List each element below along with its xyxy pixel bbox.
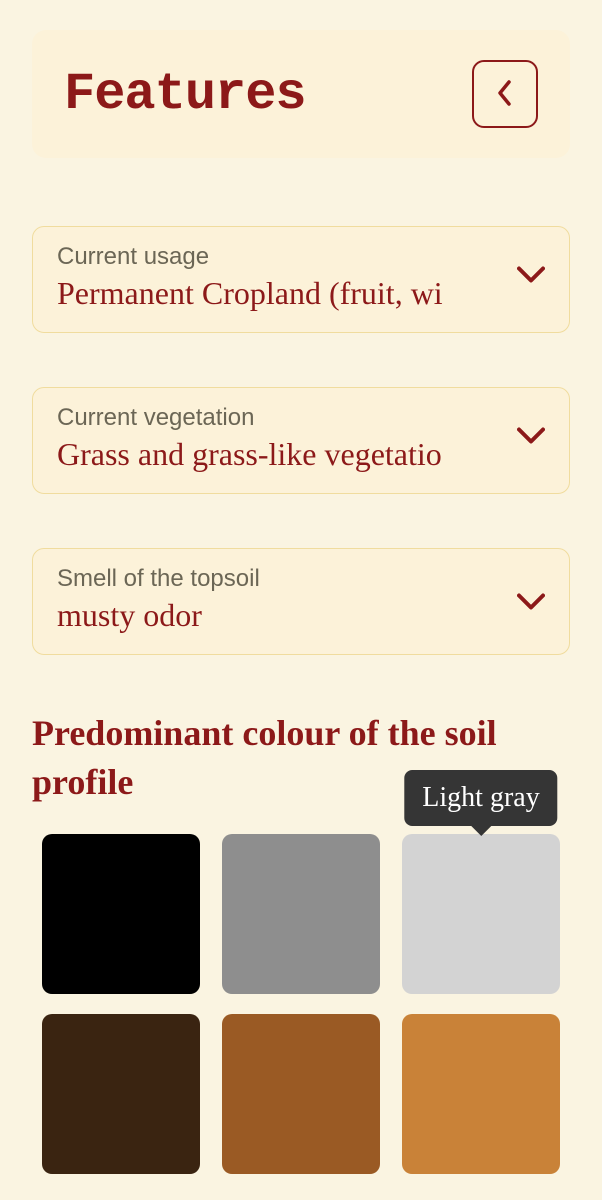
select-value: Grass and grass-like vegetatio xyxy=(57,436,477,473)
select-current-usage[interactable]: Current usage Permanent Cropland (fruit,… xyxy=(32,226,570,333)
swatch-wrap xyxy=(42,1014,200,1174)
swatch-wrap xyxy=(222,834,380,994)
color-swatch-brown[interactable] xyxy=(222,1014,380,1174)
page-title: Features xyxy=(64,65,306,124)
chevron-down-icon xyxy=(517,427,545,450)
color-swatch-gray[interactable] xyxy=(222,834,380,994)
color-swatch-black[interactable] xyxy=(42,834,200,994)
color-swatch-dark-brown[interactable] xyxy=(42,1014,200,1174)
swatch-wrap xyxy=(402,1014,560,1174)
chevron-left-icon xyxy=(497,80,513,109)
swatch-wrap: Light gray xyxy=(402,834,560,994)
select-label: Smell of the topsoil xyxy=(57,565,545,593)
color-swatch-grid: Light gray xyxy=(42,834,560,1174)
tooltip-light-gray: Light gray xyxy=(404,770,557,826)
select-value: musty odor xyxy=(57,597,477,634)
chevron-down-icon xyxy=(517,592,545,615)
header-card: Features xyxy=(32,30,570,158)
color-swatch-light-brown[interactable] xyxy=(402,1014,560,1174)
swatch-wrap xyxy=(42,834,200,994)
page-root: Features Current usage Permanent Croplan… xyxy=(0,0,602,1200)
back-button[interactable] xyxy=(472,60,538,128)
select-label: Current vegetation xyxy=(57,404,545,432)
select-current-vegetation[interactable]: Current vegetation Grass and grass-like … xyxy=(32,387,570,494)
color-swatch-light-gray[interactable] xyxy=(402,834,560,994)
select-label: Current usage xyxy=(57,243,545,271)
chevron-down-icon xyxy=(517,266,545,289)
select-value: Permanent Cropland (fruit, wi xyxy=(57,275,477,312)
swatch-wrap xyxy=(222,1014,380,1174)
select-smell-topsoil[interactable]: Smell of the topsoil musty odor xyxy=(32,548,570,655)
